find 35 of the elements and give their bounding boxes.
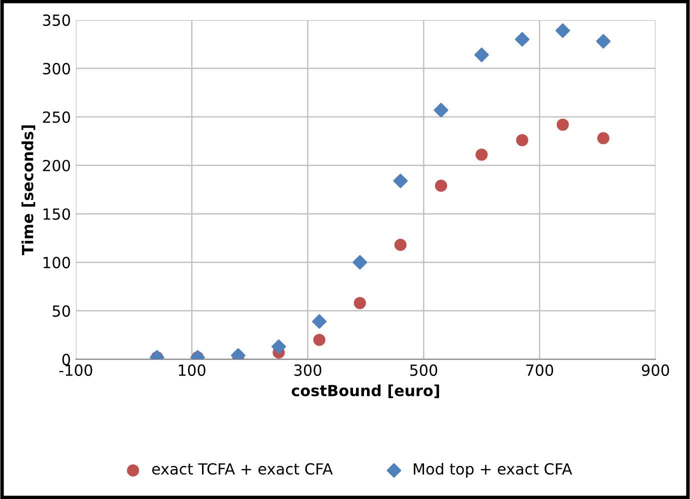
point <box>354 296 366 310</box>
x-tick-label: 900 <box>642 364 670 376</box>
legend-label: exact TCFA + exact CFA <box>152 463 333 475</box>
point <box>514 32 530 47</box>
point <box>434 102 448 118</box>
y-tick-label: 250 <box>42 111 70 123</box>
point <box>556 118 569 131</box>
x-tick-label: 100 <box>178 364 206 376</box>
point <box>352 255 368 270</box>
x-tick-label: 700 <box>526 364 554 376</box>
point <box>313 334 326 346</box>
point <box>393 174 408 188</box>
y-axis-title: Time [seconds] <box>22 125 36 256</box>
point <box>476 148 488 161</box>
y-tick-label: 0 <box>62 354 70 366</box>
y-tick-label: 200 <box>42 160 70 172</box>
point <box>394 238 407 251</box>
legend-label: Mod top + exact CFA <box>414 462 572 478</box>
y-tick-label: 50 <box>52 305 70 317</box>
x-tick-label: 300 <box>294 364 322 376</box>
y-tick-label: 300 <box>43 62 70 74</box>
point <box>474 48 489 62</box>
point <box>596 34 611 49</box>
point <box>597 132 610 144</box>
x-tick-label: -100 <box>59 364 92 376</box>
y-tick-label: 350 <box>43 14 70 26</box>
y-tick-label: 150 <box>44 208 70 220</box>
x-axis-title: costBound [euro] <box>292 384 440 398</box>
y-tick-label: 100 <box>44 256 70 268</box>
point <box>434 180 448 192</box>
x-tick-label: 500 <box>410 364 438 376</box>
point <box>555 23 570 38</box>
point <box>271 339 286 354</box>
point <box>312 314 327 329</box>
point <box>516 134 528 146</box>
